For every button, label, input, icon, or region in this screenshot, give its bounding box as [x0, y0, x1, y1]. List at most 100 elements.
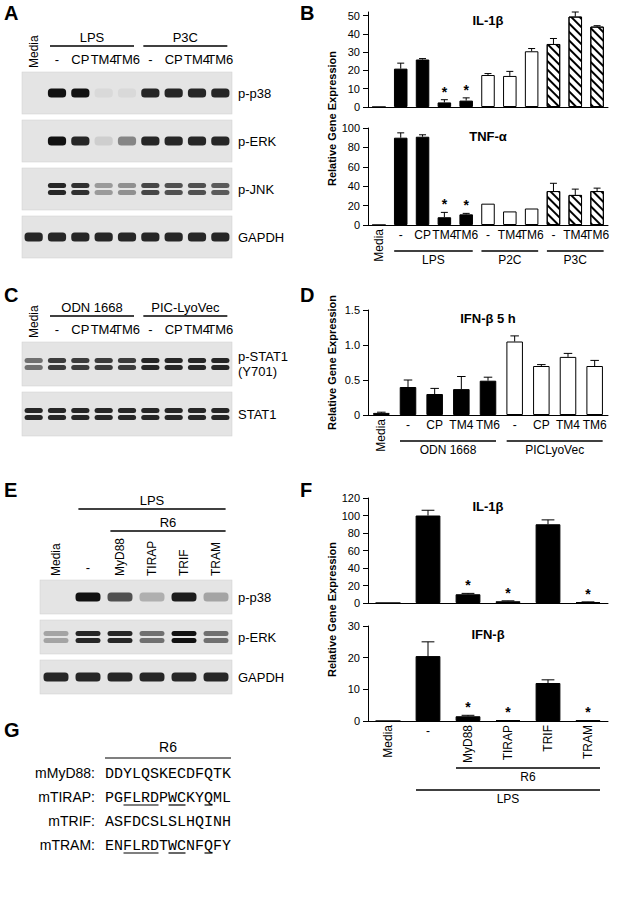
svg-text:TM4: TM4 — [91, 322, 117, 337]
svg-text:WC: WC — [168, 790, 186, 807]
svg-text:ODN 1668: ODN 1668 — [420, 443, 477, 457]
svg-text:p-JNK: p-JNK — [238, 182, 274, 197]
svg-text:*: * — [505, 585, 511, 601]
svg-text:*: * — [463, 82, 469, 98]
svg-text:-: - — [148, 52, 152, 67]
svg-text:120: 120 — [342, 492, 360, 504]
svg-text:Relative Gene Expression: Relative Gene Expression — [326, 542, 338, 677]
svg-text:CP: CP — [71, 322, 89, 337]
svg-text:LPS: LPS — [80, 30, 105, 45]
svg-text:TIRAP: TIRAP — [145, 541, 159, 576]
svg-text:100: 100 — [342, 510, 360, 522]
svg-text:KY: KY — [186, 790, 204, 807]
svg-text:Relative Gene Expression: Relative Gene Expression — [326, 51, 338, 186]
svg-text:B: B — [300, 2, 314, 24]
svg-text:G: G — [4, 719, 20, 741]
svg-text:CP: CP — [165, 52, 183, 67]
svg-text:WC: WC — [168, 838, 186, 855]
svg-text:FY: FY — [213, 838, 231, 855]
svg-text:R6: R6 — [159, 739, 177, 755]
svg-text:p-ERK: p-ERK — [238, 134, 277, 149]
svg-text:*: * — [442, 84, 448, 100]
svg-text:TM4: TM4 — [449, 418, 473, 432]
svg-text:*: * — [465, 577, 471, 593]
svg-text:60: 60 — [348, 545, 360, 557]
svg-text:TM6: TM6 — [114, 52, 140, 67]
svg-text:TM6: TM6 — [207, 52, 233, 67]
svg-text:P3C: P3C — [173, 30, 198, 45]
svg-text:FLRD: FLRD — [123, 838, 159, 855]
svg-text:Media: Media — [381, 725, 395, 758]
svg-text:1.5: 1.5 — [345, 304, 360, 316]
svg-text:F: F — [300, 479, 312, 501]
svg-text:TM4: TM4 — [563, 228, 587, 242]
svg-text:IL-1β: IL-1β — [472, 13, 503, 28]
svg-text:MyD88: MyD88 — [113, 538, 127, 576]
svg-text:TRAM: TRAM — [581, 725, 595, 759]
svg-text:40: 40 — [348, 28, 360, 40]
svg-text:TM4: TM4 — [432, 228, 456, 242]
svg-text:TM4: TM4 — [556, 418, 580, 432]
svg-text:Media: Media — [49, 543, 63, 576]
svg-text:mMyD88:: mMyD88: — [35, 765, 95, 781]
svg-text:LPS: LPS — [422, 253, 445, 267]
svg-text:20: 20 — [348, 580, 360, 592]
svg-text:TRIF: TRIF — [177, 549, 191, 576]
svg-text:-: - — [551, 228, 555, 242]
svg-text:30: 30 — [348, 46, 360, 58]
svg-text:STAT1: STAT1 — [238, 407, 277, 422]
svg-text:30: 30 — [348, 620, 360, 632]
svg-text:ODN 1668: ODN 1668 — [61, 300, 122, 315]
svg-text:CP: CP — [71, 52, 89, 67]
svg-text:20: 20 — [348, 64, 360, 76]
svg-text:IFN-β: IFN-β — [471, 627, 504, 642]
svg-text:P2C: P2C — [498, 253, 522, 267]
svg-text:TRAM: TRAM — [209, 542, 223, 576]
svg-text:10: 10 — [348, 683, 360, 695]
svg-text:0: 0 — [354, 715, 360, 727]
svg-text:E: E — [4, 479, 17, 501]
svg-text:-: - — [55, 322, 59, 337]
svg-text:0.5: 0.5 — [345, 374, 360, 386]
svg-text:0: 0 — [354, 409, 360, 421]
svg-text:D: D — [300, 284, 314, 306]
svg-text:GAPDH: GAPDH — [238, 230, 284, 245]
svg-text:TM4: TM4 — [184, 52, 210, 67]
svg-text:-: - — [426, 724, 430, 738]
svg-text:p-STAT1: p-STAT1 — [238, 349, 288, 364]
svg-text:FLRD: FLRD — [123, 790, 159, 807]
svg-text:TIRAP: TIRAP — [501, 725, 515, 760]
svg-text:R6: R6 — [520, 770, 536, 784]
svg-text:20: 20 — [348, 200, 360, 212]
svg-text:Media: Media — [27, 35, 41, 68]
svg-text:ASFDCSLSLHQINH: ASFDCSLSLHQINH — [105, 814, 231, 831]
svg-text:(Y701): (Y701) — [238, 364, 277, 379]
svg-text:p-p38: p-p38 — [238, 86, 271, 101]
svg-text:MyD88: MyD88 — [461, 725, 475, 763]
svg-text:*: * — [505, 704, 511, 720]
svg-text:DDYLQSKECDFQTK: DDYLQSKECDFQTK — [105, 766, 231, 783]
svg-text:TM6: TM6 — [207, 322, 233, 337]
svg-text:mTIRAP:: mTIRAP: — [38, 789, 95, 805]
svg-text:TRIF: TRIF — [541, 725, 555, 752]
svg-text:PICLyoVec: PICLyoVec — [525, 443, 584, 457]
svg-text:NF: NF — [186, 838, 204, 855]
svg-text:-: - — [55, 52, 59, 67]
svg-text:-: - — [148, 322, 152, 337]
svg-text:Media: Media — [27, 305, 41, 338]
svg-text:TM4: TM4 — [184, 322, 210, 337]
svg-text:40: 40 — [348, 180, 360, 192]
svg-text:*: * — [585, 704, 591, 720]
svg-text:*: * — [585, 586, 591, 602]
svg-text:P: P — [159, 790, 168, 807]
svg-text:*: * — [463, 197, 469, 213]
svg-text:60: 60 — [348, 161, 360, 173]
svg-text:R6: R6 — [160, 515, 177, 530]
svg-text:-: - — [406, 418, 410, 432]
svg-text:20: 20 — [348, 652, 360, 664]
svg-text:100: 100 — [342, 122, 360, 134]
svg-text:CP: CP — [426, 418, 443, 432]
svg-text:TM6: TM6 — [583, 418, 607, 432]
svg-text:p-ERK: p-ERK — [238, 630, 277, 645]
svg-text:GAPDH: GAPDH — [238, 670, 284, 685]
